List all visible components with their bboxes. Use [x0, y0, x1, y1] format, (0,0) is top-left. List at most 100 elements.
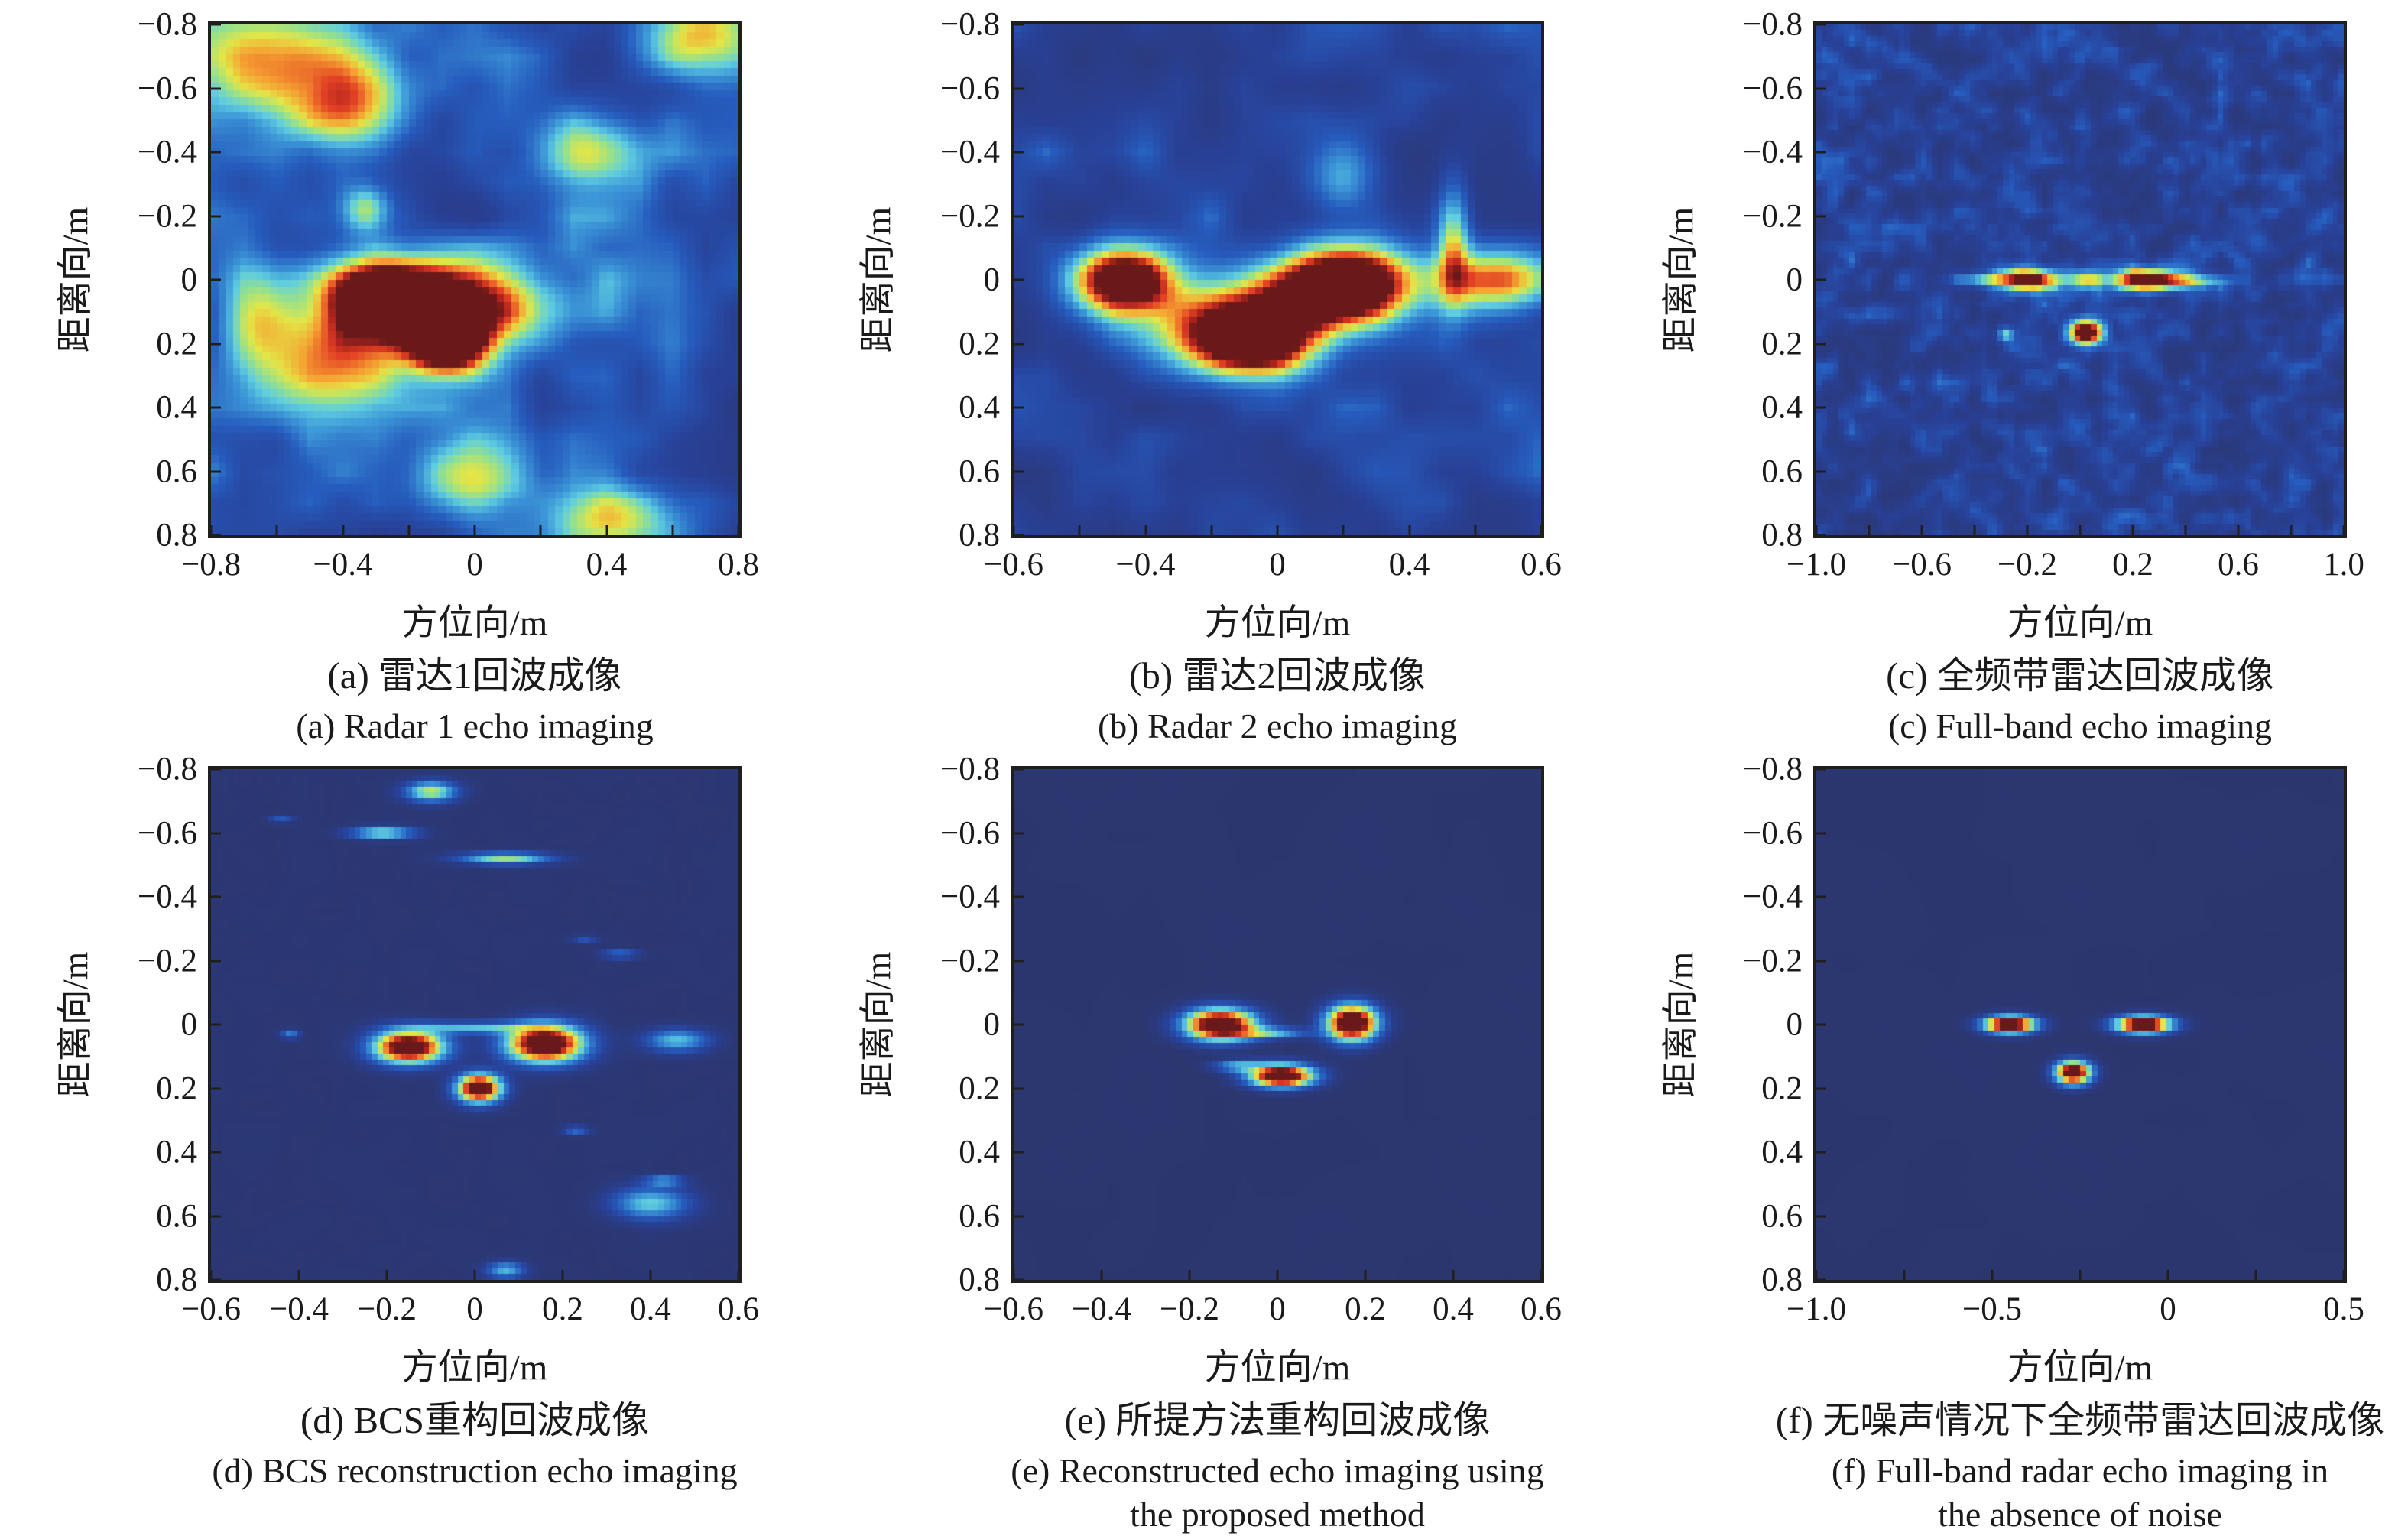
x-tick-mark	[473, 525, 476, 535]
x-tick-label: −0.6	[1891, 547, 1952, 583]
x-tick-mark	[605, 525, 608, 535]
x-tick-mark	[297, 1270, 300, 1280]
x-tick-label: −0.2	[356, 1291, 417, 1327]
x-tick-mark	[1188, 1270, 1191, 1280]
y-tick-mark	[211, 1151, 221, 1154]
y-tick-mark	[1816, 343, 1826, 345]
y-tick-mark	[211, 343, 221, 345]
y-tick-label: −0.2	[1742, 198, 1803, 234]
y-tick-mark	[1014, 1151, 1024, 1154]
x-tick-label: 0	[466, 1291, 483, 1327]
y-tick-label: −0.8	[940, 6, 1000, 43]
y-tick-mark	[211, 87, 221, 89]
x-tick-label: 0.8	[718, 547, 759, 583]
x-tick-mark	[1100, 1270, 1103, 1280]
y-tick-mark	[1014, 960, 1024, 962]
y-tick-label: 0.2	[959, 326, 1000, 362]
x-tick-mark	[209, 1270, 213, 1280]
x-axis-label: 方位向/m	[401, 603, 548, 643]
x-tick-mark	[2342, 1270, 2345, 1280]
heatmap-plot-a: 距离向/m 方位向/m (a) 雷达1回波成像 (a) Radar 1 echo…	[56, 7, 759, 746]
x-tick-mark	[2026, 525, 2029, 535]
y-tick-label: −0.6	[137, 815, 197, 851]
y-tick-label: −0.4	[1742, 878, 1803, 915]
x-tick-label: −0.2	[1997, 547, 2058, 583]
x-tick-mark	[1815, 525, 1818, 535]
y-tick-mark	[211, 832, 221, 834]
y-tick-mark	[1816, 87, 1826, 89]
y-tick-label: 0.2	[156, 326, 197, 362]
y-tick-label: 0.4	[156, 1134, 197, 1171]
x-tick-mark	[1452, 1270, 1455, 1280]
x-tick-label: −0.8	[180, 547, 242, 583]
caption-en: (a) Radar 1 echo imaging	[296, 706, 654, 745]
x-tick-mark	[737, 1270, 740, 1280]
y-tick-label: −0.4	[1742, 134, 1803, 170]
x-tick-label: 0.6	[1520, 1291, 1562, 1327]
heatmap-canvas-e	[1014, 769, 1541, 1280]
y-tick-mark	[211, 215, 221, 217]
x-tick-mark	[737, 525, 740, 535]
y-tick-label: −0.6	[137, 70, 197, 106]
heatmap-canvas-f	[1816, 769, 2344, 1280]
x-tick-mark	[1920, 525, 1923, 535]
y-tick-mark	[1014, 343, 1024, 345]
x-tick-mark	[1540, 525, 1543, 535]
x-tick-mark	[275, 525, 278, 535]
x-tick-mark	[1342, 525, 1345, 535]
x-tick-label: 0.6	[2218, 547, 2259, 583]
y-tick-label: 0.2	[959, 1070, 1000, 1106]
heatmap-plot-b: 距离向/m 方位向/m (b) 雷达2回波成像 (b) Radar 2 echo…	[858, 7, 1562, 746]
y-tick-label: 0	[1786, 261, 1803, 298]
x-tick-mark	[1815, 1270, 1818, 1280]
x-tick-mark	[1903, 1270, 1906, 1280]
caption-en: (c) Full-band echo imaging	[1887, 706, 2273, 745]
x-tick-mark	[473, 1270, 476, 1280]
x-tick-mark	[2290, 525, 2293, 535]
y-tick-mark	[1816, 1023, 1826, 1026]
y-axis-label: 距离向/m	[858, 206, 898, 353]
y-tick-mark	[1014, 278, 1024, 281]
y-axis-label: 距离向/m	[1661, 951, 1701, 1098]
y-tick-mark	[1014, 1023, 1024, 1026]
heatmap-plot-f: 距离向/m 方位向/m (f) 无噪声情况下全频带雷达回波成像 (f) Full…	[1661, 752, 2384, 1534]
y-tick-label: 0.2	[156, 1070, 197, 1106]
y-tick-mark	[1816, 278, 1826, 281]
y-tick-label: 0.4	[156, 389, 197, 426]
y-tick-label: −0.6	[1742, 70, 1803, 106]
y-tick-label: 0.6	[959, 1198, 1000, 1234]
y-tick-label: 0.6	[959, 453, 1000, 489]
y-tick-label: 0	[180, 261, 198, 298]
y-axis-label: 距离向/m	[56, 951, 96, 1098]
y-tick-mark	[211, 470, 221, 472]
x-tick-label: −0.5	[1962, 1291, 2022, 1327]
x-tick-mark	[1012, 525, 1015, 535]
x-tick-mark	[342, 525, 344, 535]
y-tick-label: 0	[983, 1006, 1001, 1043]
x-tick-mark	[209, 525, 213, 535]
x-tick-mark	[1973, 525, 1976, 535]
x-tick-label: −0.6	[983, 1291, 1044, 1327]
x-tick-mark	[649, 1270, 652, 1280]
x-axis-label: 方位向/m	[1204, 1348, 1351, 1388]
y-tick-mark	[1014, 895, 1024, 898]
y-tick-mark	[1816, 960, 1826, 962]
y-tick-mark	[211, 1023, 221, 1026]
y-tick-label: −0.4	[940, 878, 1000, 915]
panel-e: 距离向/m 方位向/m (e) 所提方法重构回波成像 (e) Reconstru…	[803, 752, 1605, 1534]
x-tick-mark	[2342, 525, 2345, 535]
x-axis-label: 方位向/m	[401, 1348, 548, 1388]
x-tick-mark	[1276, 525, 1279, 535]
y-tick-label: −0.4	[137, 134, 197, 170]
y-tick-mark	[1816, 23, 1826, 26]
y-tick-mark	[1816, 1278, 1826, 1281]
caption-zh: (f) 无噪声情况下全频带雷达回波成像	[1775, 1399, 2385, 1441]
y-tick-label: 0	[1786, 1006, 1803, 1043]
y-axis-label: 距离向/m	[858, 951, 898, 1098]
x-tick-label: −0.2	[1159, 1291, 1219, 1327]
caption-en: (d) BCS reconstruction echo imaging	[212, 1451, 738, 1490]
x-tick-label: 0	[466, 547, 483, 583]
caption-en: (b) Radar 2 echo imaging	[1097, 706, 1458, 745]
x-tick-label: 0.4	[1388, 547, 1430, 583]
x-tick-label: 0	[1269, 547, 1286, 583]
